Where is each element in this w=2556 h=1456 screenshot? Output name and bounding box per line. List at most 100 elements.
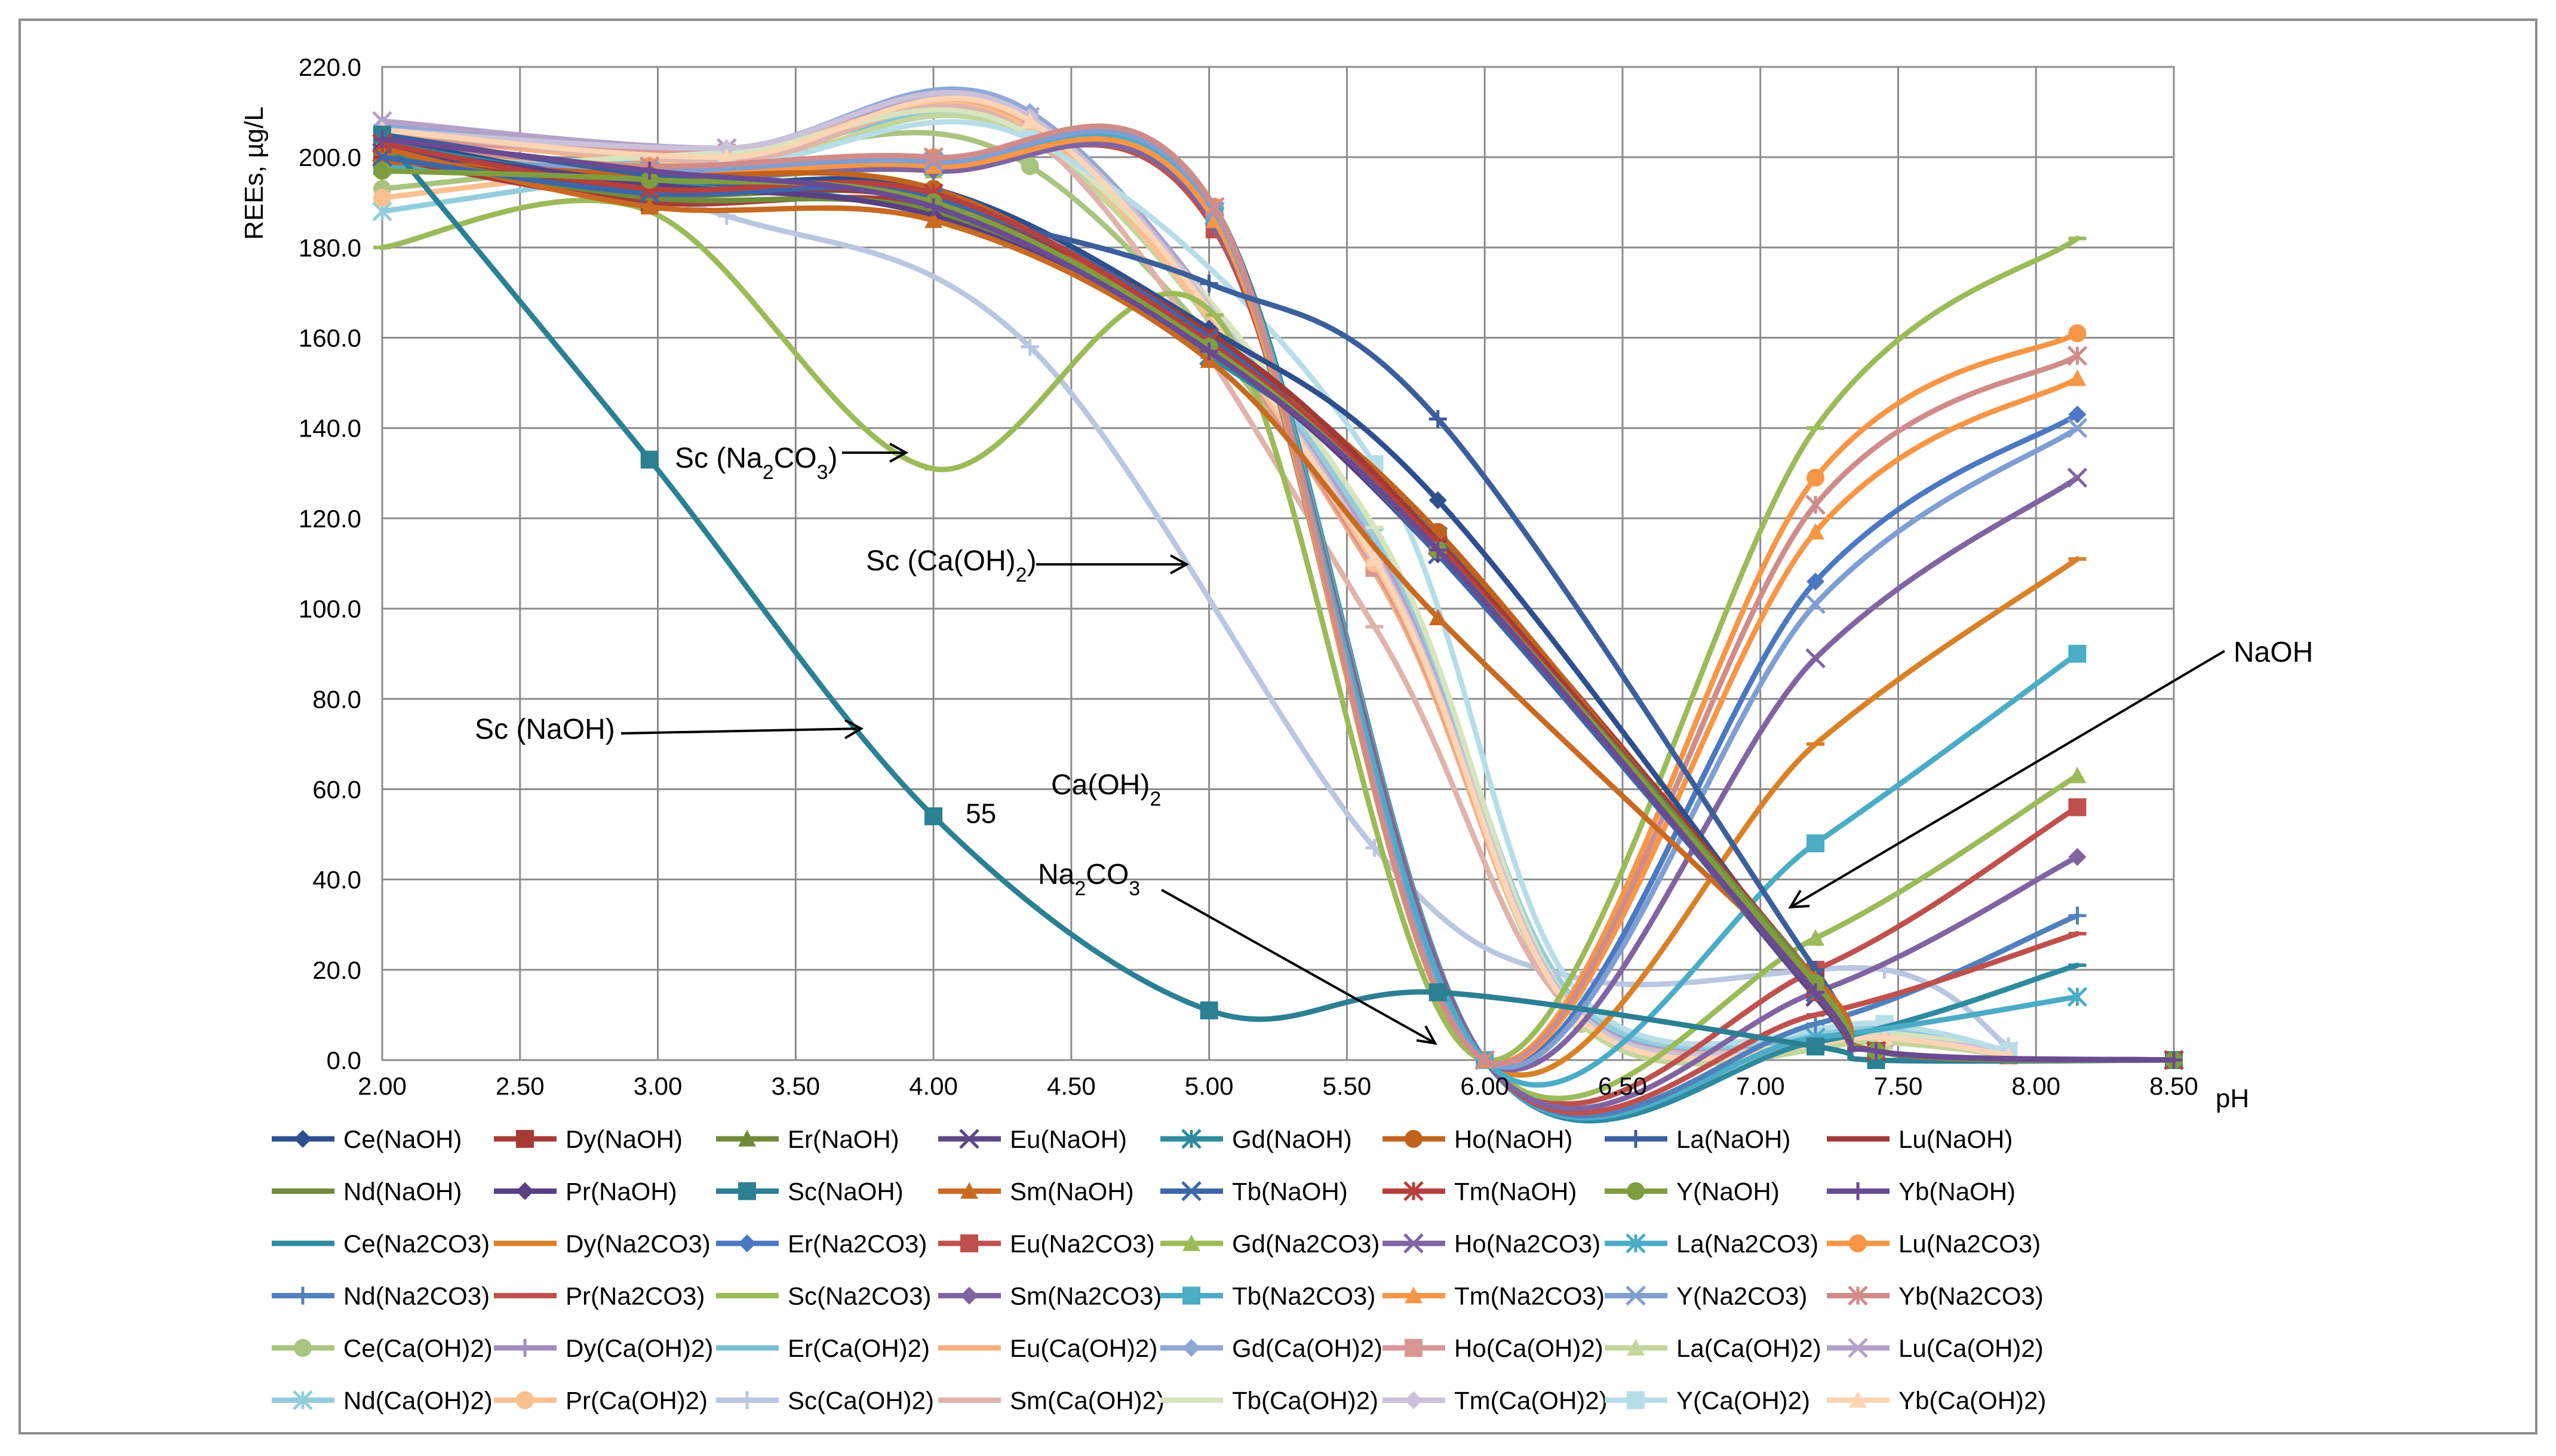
data-point bbox=[1200, 1001, 1218, 1019]
legend-label: Pr(NaOH) bbox=[566, 1178, 677, 1206]
legend-label: La(Na2CO3) bbox=[1676, 1230, 1818, 1258]
annotation-sc-naoh: Sc (NaOH) bbox=[475, 714, 615, 745]
arrow-sc-naoh-head bbox=[844, 719, 864, 739]
legend-swatch-marker bbox=[1403, 1233, 1424, 1254]
legend-label: Tm(Ca(OH)2) bbox=[1454, 1387, 1608, 1415]
legend-label: Sc(Ca(OH)2) bbox=[788, 1387, 934, 1415]
legend-item-yb-naoh: Yb(NaOH) bbox=[1827, 1178, 2016, 1206]
x-axis-label: pH bbox=[2216, 1084, 2249, 1113]
data-point bbox=[640, 170, 659, 189]
legend-label: Gd(NaOH) bbox=[1232, 1125, 1352, 1153]
y-axis-label: REEs, µg/L bbox=[239, 106, 269, 239]
legend-swatch-marker bbox=[294, 1339, 312, 1357]
data-point bbox=[2067, 417, 2088, 438]
data-point bbox=[373, 189, 391, 207]
data-point bbox=[1428, 609, 1447, 625]
legend-item-ho-ca-oh-2: Ho(Ca(OH)2) bbox=[1383, 1334, 1603, 1362]
y-tick-label: 180.0 bbox=[299, 234, 361, 262]
legend-label: Eu(NaOH) bbox=[1010, 1125, 1127, 1153]
legend-swatch-marker bbox=[293, 1390, 313, 1411]
arrow-sc-na2co3-head bbox=[889, 443, 909, 463]
data-point bbox=[640, 198, 659, 215]
data-point bbox=[1200, 274, 1218, 293]
legend-label: Lu(NaOH) bbox=[1898, 1125, 2013, 1153]
data-point bbox=[2068, 406, 2087, 424]
legend-label: Ce(Na2CO3) bbox=[343, 1230, 490, 1258]
legend-label: Nd(NaOH) bbox=[343, 1178, 462, 1206]
legend-swatch-marker bbox=[1181, 1129, 1202, 1149]
legend-item-gd-na2co3: Gd(Na2CO3) bbox=[1160, 1230, 1380, 1258]
x-tick-label: 7.00 bbox=[1736, 1072, 1785, 1100]
legend-swatch-marker bbox=[1405, 1130, 1423, 1148]
legend-label: Tm(NaOH) bbox=[1454, 1178, 1577, 1206]
data-point bbox=[2067, 346, 2088, 366]
data-point bbox=[640, 450, 659, 469]
arrow-sc-caoh2-head bbox=[1170, 554, 1190, 575]
arrow-na2co3-head bbox=[1416, 1025, 1437, 1045]
data-point bbox=[2067, 468, 2088, 488]
legend-item-ce-naoh: Ce(NaOH) bbox=[272, 1125, 462, 1153]
legend-label: Sm(Na2CO3) bbox=[1010, 1282, 1162, 1310]
legend-swatch-marker bbox=[1627, 1130, 1645, 1148]
data-point bbox=[1474, 1050, 1495, 1070]
annotation-sc-caoh2: Sc (Ca(OH)2) bbox=[866, 545, 1037, 586]
legend-swatch-marker bbox=[1627, 1182, 1645, 1200]
data-point bbox=[1428, 983, 1447, 1002]
legend-swatch-marker bbox=[1405, 1339, 1423, 1357]
legend-label: Tm(Na2CO3) bbox=[1454, 1282, 1605, 1310]
legend-label: Sm(Ca(OH)2) bbox=[1010, 1387, 1165, 1415]
data-point bbox=[923, 147, 944, 167]
legend-swatch-marker bbox=[294, 1130, 312, 1148]
legend-item-tm-naoh: Tm(NaOH) bbox=[1383, 1178, 1577, 1206]
legend-swatch-marker bbox=[738, 1234, 756, 1252]
legend-swatch-marker bbox=[1849, 1182, 1867, 1200]
legend-swatch-marker bbox=[1405, 1391, 1423, 1409]
legend-item-pr-na2co3: Pr(Na2CO3) bbox=[494, 1282, 705, 1310]
legend-label: Yb(Na2CO3) bbox=[1898, 1282, 2044, 1310]
legend-label: Lu(Ca(OH)2) bbox=[1898, 1334, 2044, 1362]
data-point bbox=[1807, 572, 1824, 591]
legend-label: Dy(Na2CO3) bbox=[566, 1230, 711, 1258]
arrow-na2co3 bbox=[1161, 889, 1434, 1043]
data-point bbox=[2068, 766, 2087, 784]
legend-swatch-marker bbox=[960, 1286, 978, 1305]
legend-item-sm-naoh: Sm(NaOH) bbox=[938, 1178, 1134, 1206]
legend-label: Nd(Na2CO3) bbox=[343, 1282, 490, 1310]
legend-swatch-marker bbox=[738, 1182, 756, 1200]
legend-item-tm-ca-oh-2: Tm(Ca(OH)2) bbox=[1383, 1387, 1608, 1415]
data-point bbox=[2068, 798, 2087, 816]
data-point bbox=[1021, 337, 1039, 356]
legend-item-y-naoh: Y(NaOH) bbox=[1605, 1178, 1780, 1206]
legend-label: Yb(NaOH) bbox=[1898, 1178, 2016, 1206]
legend-item-eu-na2co3: Eu(Na2CO3) bbox=[938, 1230, 1155, 1258]
legend-label: Dy(NaOH) bbox=[566, 1125, 683, 1153]
legend-label: Nd(Ca(OH)2) bbox=[343, 1387, 493, 1415]
x-tick-label: 3.00 bbox=[634, 1072, 683, 1100]
legend-swatch-marker bbox=[516, 1130, 534, 1148]
legend-label: Lu(Na2CO3) bbox=[1898, 1230, 2041, 1258]
legend-swatch-marker bbox=[738, 1130, 756, 1147]
x-tick-label: 4.00 bbox=[909, 1072, 958, 1100]
legend-swatch-marker bbox=[1627, 1391, 1645, 1409]
legend-label: La(NaOH) bbox=[1676, 1125, 1790, 1153]
data-point bbox=[1807, 1037, 1824, 1056]
data-point bbox=[1807, 983, 1824, 1002]
legend-label: Gd(Na2CO3) bbox=[1232, 1230, 1380, 1258]
legend-item-ce-na2co3: Ce(Na2CO3) bbox=[272, 1230, 490, 1258]
data-point bbox=[1867, 1042, 1885, 1060]
legend-label: Yb(Ca(OH)2) bbox=[1898, 1387, 2046, 1415]
data-point bbox=[1365, 549, 1384, 567]
legend-item-ho-naoh: Ho(NaOH) bbox=[1383, 1125, 1572, 1153]
legend-item-tb-na2co3: Tb(Na2CO3) bbox=[1160, 1282, 1375, 1310]
legend-item-er-naoh: Er(NaOH) bbox=[716, 1125, 899, 1153]
legend-label: Dy(Ca(OH)2) bbox=[566, 1334, 713, 1362]
x-tick-label: 6.50 bbox=[1598, 1072, 1647, 1100]
legend-label: Eu(Na2CO3) bbox=[1010, 1230, 1155, 1258]
data-point bbox=[1875, 1028, 1894, 1045]
y-tick-label: 220.0 bbox=[299, 53, 361, 81]
annotation-caoh2: Ca(OH)2 bbox=[1051, 769, 1161, 810]
legend-swatch-marker bbox=[1626, 1233, 1646, 1254]
legend-item-nd-naoh: Nd(NaOH) bbox=[272, 1178, 462, 1206]
y-tick-label: 100.0 bbox=[299, 595, 361, 623]
legend-item-tb-naoh: Tb(NaOH) bbox=[1160, 1178, 1348, 1206]
